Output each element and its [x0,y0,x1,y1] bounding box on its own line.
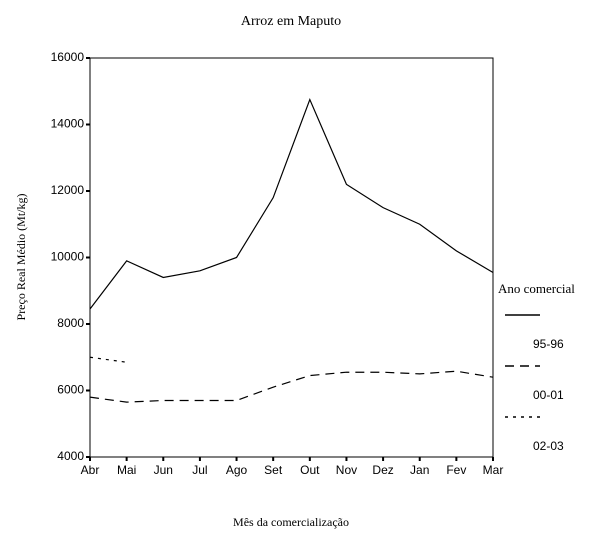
x-tick-label: Jun [154,463,173,477]
legend-label: 95-96 [533,337,564,351]
x-tick-label: Jul [192,463,207,477]
x-tick-label: Abr [81,463,100,477]
legend-label: 02-03 [533,439,564,453]
x-tick-label: Set [264,463,283,477]
x-tick-label: Mar [483,463,504,477]
series-line [89,356,127,363]
y-tick-label: 6000 [57,383,84,397]
x-tick-label: Jan [410,463,429,477]
x-tick-label: Fev [446,463,466,477]
series-line [89,97,494,310]
x-axis-label: Mês da comercialização [233,515,349,529]
y-tick-label: 12000 [51,183,85,197]
chart-title: Arroz em Maputo [241,14,341,29]
y-axis-label: Preço Real Médio (Mt/kg) [14,194,28,321]
x-tick-label: Ago [226,463,248,477]
series-line [89,370,494,403]
y-tick-label: 4000 [57,449,84,463]
legend-label: 00-01 [533,388,564,402]
y-tick-label: 16000 [51,50,85,64]
legend-title: Ano comercial [498,281,575,296]
x-tick-label: Dez [372,463,393,477]
x-tick-label: Nov [336,463,357,477]
y-tick-label: 8000 [57,316,84,330]
y-tick-label: 14000 [51,117,85,131]
y-tick-label: 10000 [51,250,85,264]
plot-frame [89,57,494,458]
x-tick-label: Mai [117,463,136,477]
x-tick-label: Out [300,463,320,477]
